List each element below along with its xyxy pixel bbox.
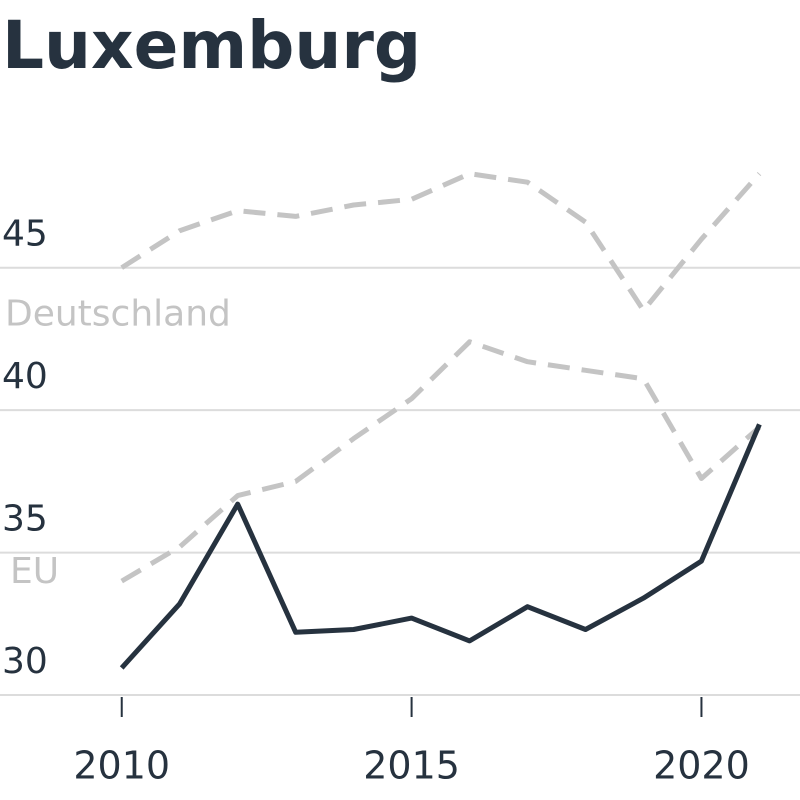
series-line	[120, 171, 762, 313]
series-label: Deutschland	[5, 294, 231, 335]
grid	[0, 266, 800, 717]
x-tick-label: 2015	[363, 744, 460, 788]
series-line	[120, 339, 762, 584]
lines	[119, 171, 762, 670]
y-tick-label: 45	[2, 214, 48, 255]
x-tick-label: 2020	[653, 744, 750, 788]
y-tick-label: 40	[2, 356, 48, 397]
y-tick-label: 35	[2, 499, 48, 540]
y-tick-label: 30	[2, 641, 48, 682]
chart-title: Luxemburg	[2, 7, 421, 84]
labels: 30 35 40 45 2010 2015 2020 Deutschland EU	[2, 214, 750, 788]
series-label: EU	[10, 551, 59, 592]
x-tick-label: 2010	[73, 744, 170, 788]
series-line	[119, 423, 762, 670]
